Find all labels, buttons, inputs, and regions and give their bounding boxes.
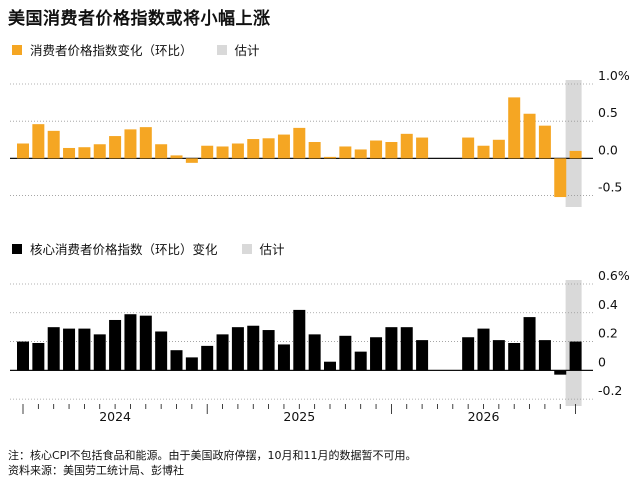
core-bar: [231, 327, 244, 371]
core-bar: [370, 337, 383, 371]
core-bar: [124, 314, 137, 371]
note-text: 注：核心CPI不包括食品和能源。由于美国政府停摆，10月和11月的数据暂不可用。: [8, 449, 417, 462]
headline-bar: [93, 144, 106, 159]
legend-estimate-swatch-2: [241, 243, 252, 254]
headline-bar: [324, 156, 336, 159]
core-bar: [47, 327, 60, 371]
x-tick-label: 2024: [99, 409, 131, 424]
headline-bar: [492, 139, 505, 159]
headline-bar: [554, 158, 567, 198]
headline-bar: [216, 146, 229, 159]
headline-bar: [139, 127, 152, 159]
headline-bar: [262, 138, 275, 159]
core-bar: [523, 317, 536, 371]
core-bar: [477, 328, 490, 371]
legend-core-swatch: [12, 243, 22, 254]
x-tick-label: 2025: [283, 409, 315, 424]
headline-bar: [538, 125, 551, 159]
legend-headline-swatch: [12, 44, 22, 55]
core-bar: [492, 340, 505, 371]
core-bar: [17, 341, 29, 371]
chart-title: 美国消费者价格指数或将小幅上涨: [8, 9, 271, 29]
legend-estimate-swatch: [216, 44, 227, 55]
core-bar: [538, 340, 551, 371]
notes: 注：核心CPI不包括食品和能源。由于美国政府停摆，10月和11月的数据暂不可用。…: [8, 448, 417, 478]
core-bar: [109, 319, 122, 371]
core-bar: [78, 328, 91, 371]
headline-bar: [416, 137, 429, 159]
core-bar: [201, 345, 214, 371]
core-bar: [139, 315, 152, 371]
headline-bar: [155, 144, 168, 159]
headline-bar: [124, 129, 137, 159]
core-bar: [569, 341, 582, 371]
headline-ytick-label: 0.0: [598, 142, 618, 157]
headline-bar: [385, 142, 398, 159]
core-bar: [508, 343, 521, 371]
legend-headline: 消费者价格指数变化（环比） 估计: [12, 40, 260, 59]
headline-bar: [47, 130, 60, 159]
x-tick-label: 2026: [468, 409, 500, 424]
headline-bar: [201, 145, 214, 159]
core-bar: [308, 334, 321, 371]
headline-bar: [170, 155, 183, 159]
headline-bar: [78, 147, 91, 159]
headline-bar: [109, 136, 122, 159]
headline-ytick-label: -0.5: [598, 180, 622, 195]
legend-estimate-label: 估计: [234, 43, 260, 58]
core-bar: [462, 337, 475, 371]
core-bar: [262, 330, 275, 371]
core-bar: [170, 350, 183, 371]
headline-bar: [400, 133, 413, 159]
core-bar: [416, 340, 429, 371]
core-bar: [324, 361, 336, 371]
headline-bar: [370, 140, 383, 159]
legend-core-label: 核心消费者价格指数（环比）变化: [30, 242, 218, 257]
core-bar: [247, 325, 260, 371]
core-bar: [277, 344, 290, 371]
headline-estimate-band: [565, 80, 582, 207]
core-bar: [63, 328, 76, 371]
headline-bar: [277, 134, 290, 159]
headline-bar: [185, 158, 198, 163]
core-bar: [32, 343, 45, 371]
headline-bar: [477, 145, 490, 159]
core-bar: [216, 334, 229, 371]
headline-bar: [339, 146, 352, 159]
core-ytick-label: 0.4: [598, 297, 618, 312]
headline-bar: [508, 97, 521, 159]
core-ytick-label: 0.6%: [598, 268, 630, 283]
headline-bar: [247, 139, 260, 159]
headline-bar: [32, 124, 45, 159]
headline-bar: [231, 143, 244, 159]
core-bar: [93, 334, 106, 371]
core-bar: [385, 327, 398, 371]
core-ytick-label: 0.2: [598, 326, 618, 341]
legend-core: 核心消费者价格指数（环比）变化 估计: [12, 239, 285, 258]
headline-bar: [63, 147, 76, 159]
headline-bar: [462, 137, 475, 159]
core-bar: [354, 351, 367, 371]
core-bar: [400, 327, 413, 371]
headline-bar: [293, 127, 306, 159]
core-bar: [185, 357, 198, 371]
headline-ytick-label: 0.5: [598, 105, 618, 120]
core-bar: [554, 370, 567, 375]
headline-bar: [569, 150, 582, 159]
core-ytick-label: -0.2: [598, 383, 622, 398]
core-ytick-label: 0: [598, 354, 606, 369]
headline-bar: [354, 149, 367, 159]
headline-bar: [17, 143, 29, 159]
core-bar: [339, 335, 352, 371]
core-bar: [293, 309, 306, 371]
legend-estimate-label-2: 估计: [259, 242, 285, 257]
source-text: 资料来源：美国劳工统计局、彭博社: [8, 464, 184, 477]
legend-headline-label: 消费者价格指数变化（环比）: [30, 43, 193, 58]
headline-bar: [308, 142, 321, 159]
core-bar: [155, 331, 168, 371]
headline-bar: [523, 113, 536, 159]
headline-ytick-label: 1.0%: [598, 68, 630, 83]
